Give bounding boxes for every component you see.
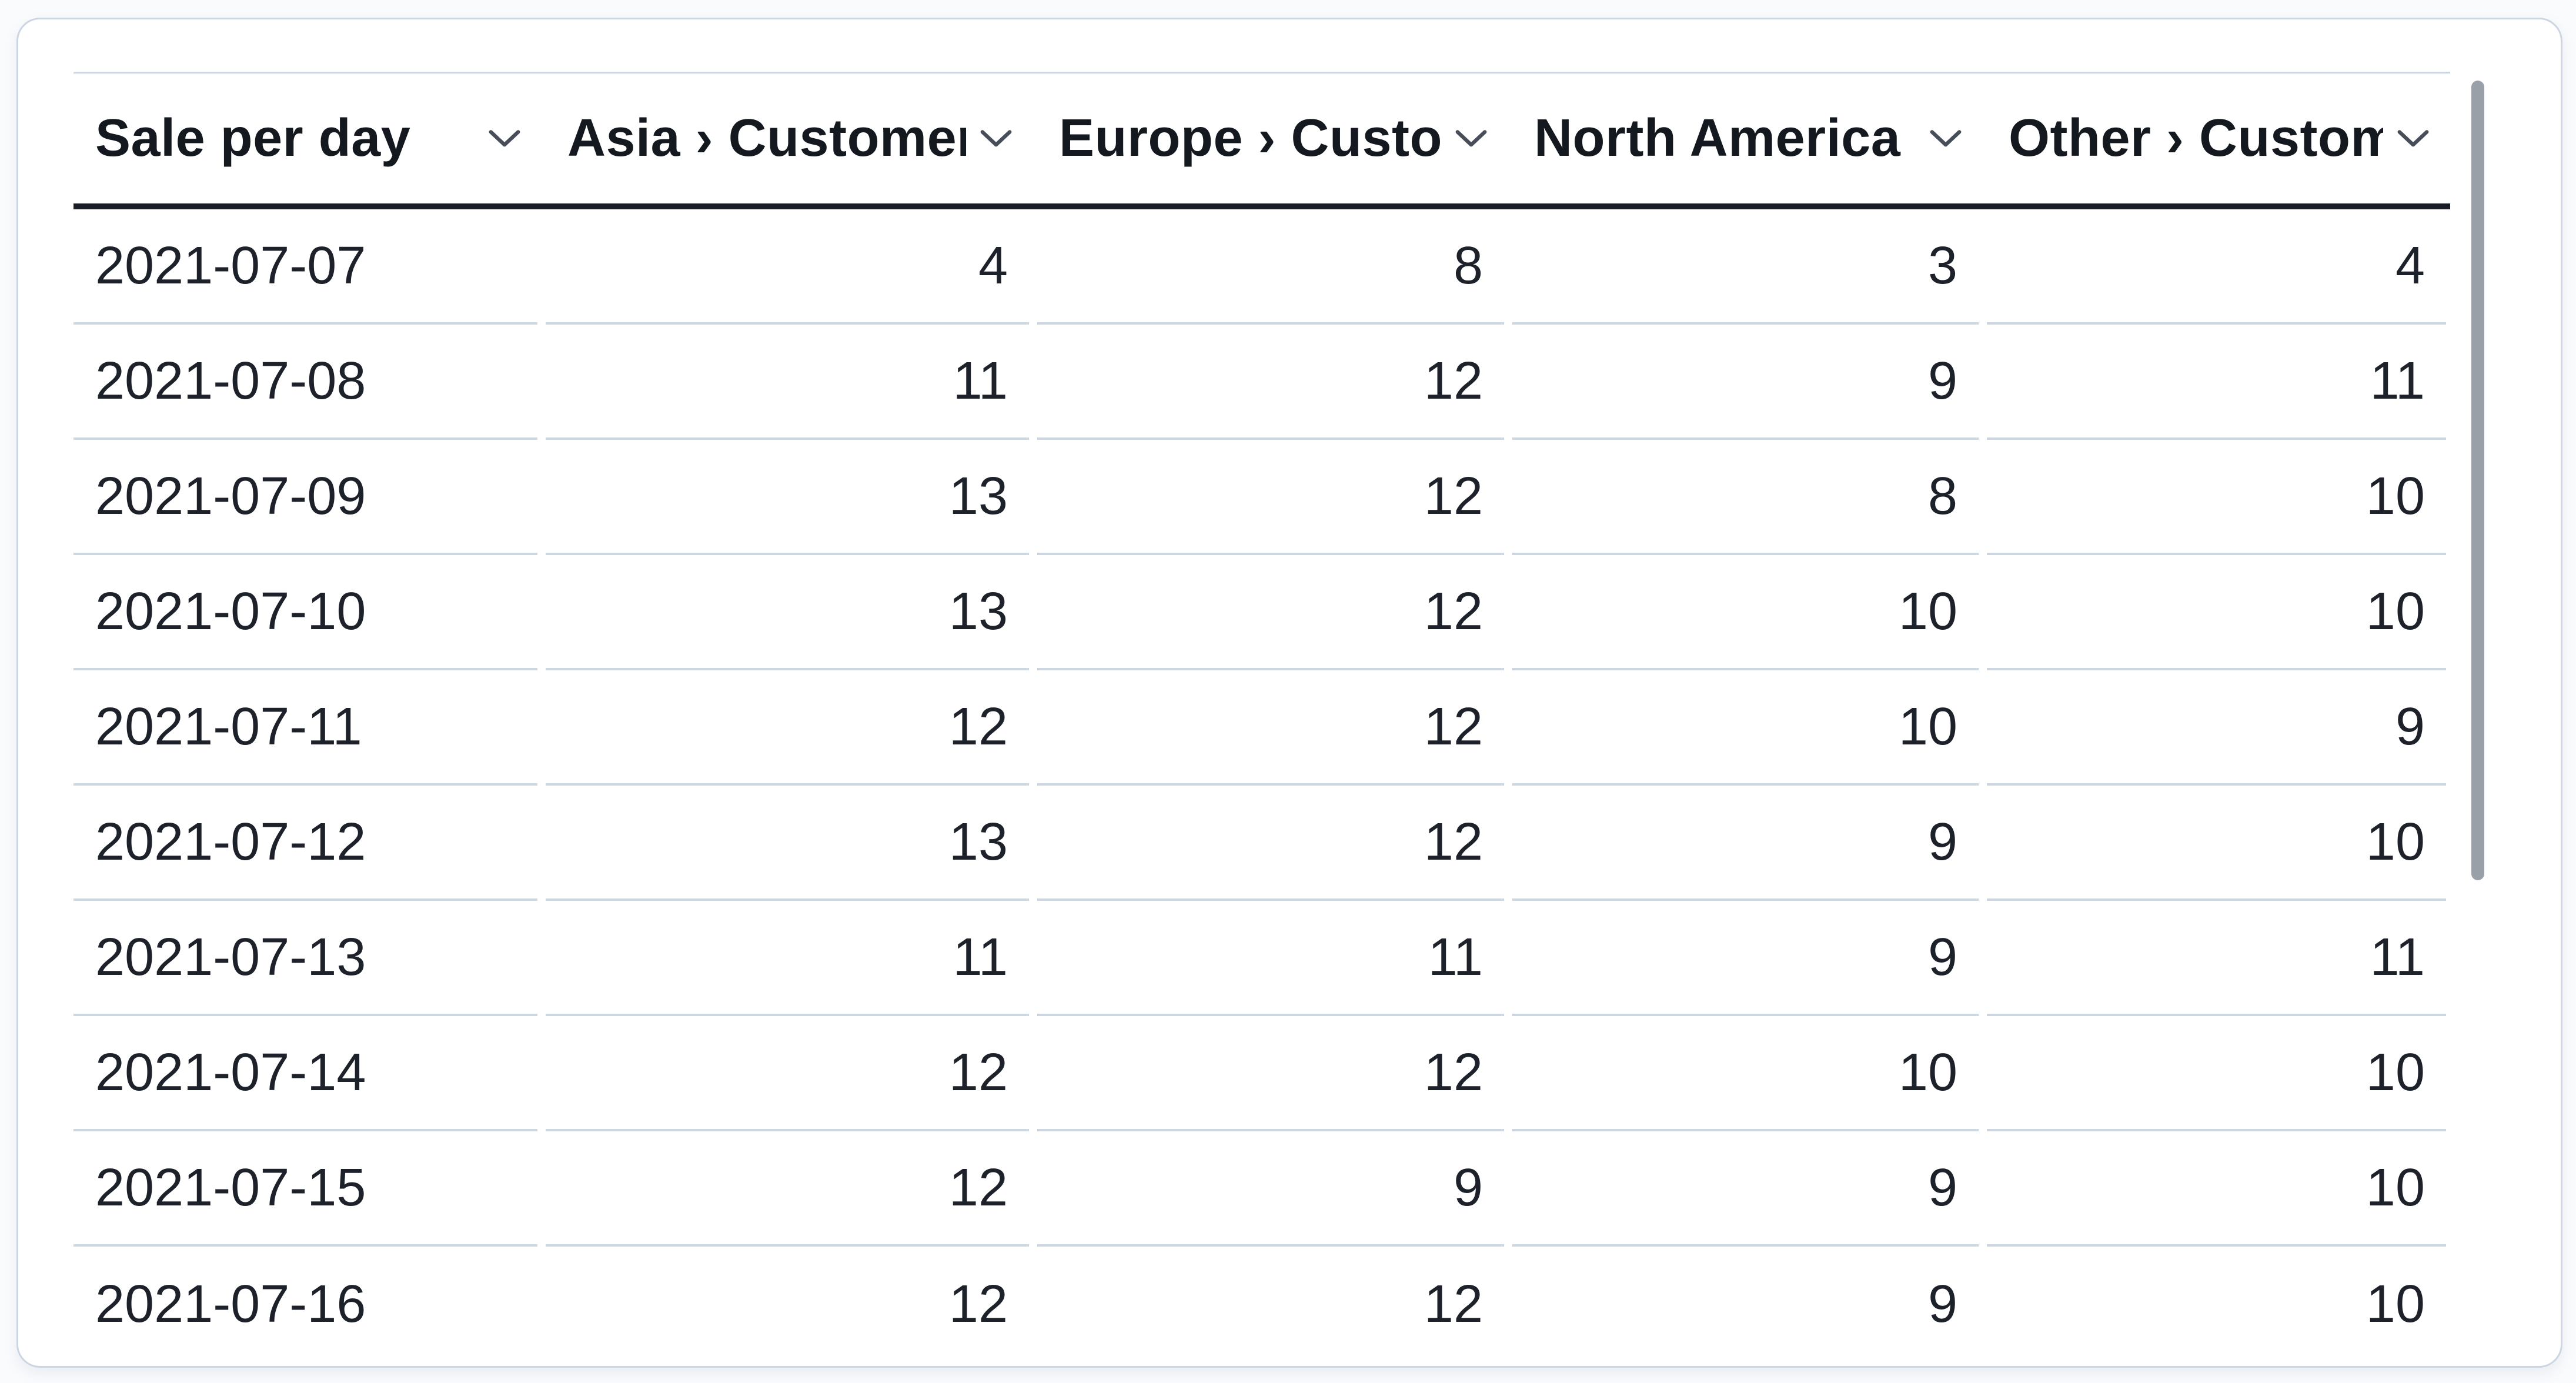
value-cell[interactable]: 12 — [546, 1131, 1029, 1247]
column-header-label: Europe › Customers — [1059, 109, 1441, 168]
value-cell[interactable]: 10 — [1987, 1131, 2446, 1247]
date-cell[interactable]: 2021-07-07 — [73, 209, 537, 325]
chevron-down-icon[interactable] — [1454, 128, 1488, 149]
value-cell[interactable]: 11 — [1987, 325, 2446, 440]
column-header-other-customers[interactable]: Other › Customers — [1987, 74, 2446, 203]
value-cell[interactable]: 13 — [546, 440, 1029, 555]
table-row: 2021-07-09 13 12 8 10 — [73, 440, 2450, 555]
value-cell[interactable]: 13 — [546, 555, 1029, 670]
value-cell[interactable]: 9 — [1512, 786, 1979, 901]
value-cell[interactable]: 12 — [1037, 325, 1504, 440]
date-cell[interactable]: 2021-07-11 — [73, 670, 537, 786]
value-cell[interactable]: 12 — [948, 1274, 1008, 1334]
column-header-label: Asia › Customers — [567, 109, 966, 168]
value-cell[interactable]: 11 — [1987, 901, 2446, 1016]
value-cell[interactable]: 11 — [1037, 901, 1504, 1016]
value-cell[interactable]: 9 — [1987, 670, 2446, 786]
value-cell[interactable]: 10 — [1987, 555, 2446, 670]
table-body: 2021-07-07 4 8 3 4 2021-07-08 11 12 9 11 2021-07-0… — [73, 209, 2450, 1362]
column-header-north-america-customers[interactable]: North America › Customers — [1512, 74, 1979, 203]
value-cell[interactable]: 11 — [546, 901, 1029, 1016]
value-cell[interactable]: 9 — [1927, 1274, 1957, 1334]
sale-per-day-table-card: Sale per day Asia › Customers Europe › Cus… — [16, 18, 2562, 1368]
date-cell[interactable]: 2021-07-09 — [73, 440, 537, 555]
value-cell[interactable]: 13 — [546, 786, 1029, 901]
value-cell[interactable]: 10 — [1987, 440, 2446, 555]
table-row: 2021-07-07 4 8 3 4 — [73, 209, 2450, 325]
table-row: 2021-07-10 13 12 10 10 — [73, 555, 2450, 670]
date-cell[interactable]: 2021-07-12 — [73, 786, 537, 901]
column-header-label: North America › Customers — [1534, 109, 1916, 168]
date-cell[interactable]: 2021-07-14 — [73, 1016, 537, 1131]
value-cell[interactable]: 12 — [1037, 1016, 1504, 1131]
value-cell[interactable]: 9 — [1512, 901, 1979, 1016]
value-cell[interactable]: 8 — [1037, 209, 1504, 325]
table-row: 2021-07-13 11 11 9 11 — [73, 901, 2450, 1016]
value-cell[interactable]: 12 — [546, 670, 1029, 786]
chevron-down-icon[interactable] — [979, 128, 1013, 149]
date-cell[interactable]: 2021-07-16 — [95, 1274, 366, 1334]
value-cell[interactable]: 12 — [1037, 440, 1504, 555]
value-cell[interactable]: 9 — [1512, 1131, 1979, 1247]
chevron-down-icon[interactable] — [1929, 128, 1963, 149]
chevron-down-icon[interactable] — [2396, 128, 2430, 149]
date-cell[interactable]: 2021-07-10 — [73, 555, 537, 670]
date-cell[interactable]: 2021-07-08 — [73, 325, 537, 440]
value-cell[interactable]: 10 — [1987, 1016, 2446, 1131]
value-cell[interactable]: 4 — [1987, 209, 2446, 325]
date-cell[interactable]: 2021-07-13 — [73, 901, 537, 1016]
value-cell[interactable]: 11 — [546, 325, 1029, 440]
date-cell[interactable]: 2021-07-15 — [73, 1131, 537, 1247]
column-header-label: Sale per day — [95, 109, 411, 168]
table-row: 2021-07-14 12 12 10 10 — [73, 1016, 2450, 1131]
table-row: 2021-07-15 12 9 9 10 — [73, 1131, 2450, 1247]
value-cell[interactable]: 12 — [546, 1016, 1029, 1131]
table-row: 2021-07-12 13 12 9 10 — [73, 786, 2450, 901]
value-cell[interactable]: 8 — [1512, 440, 1979, 555]
value-cell[interactable]: 12 — [1037, 555, 1504, 670]
value-cell[interactable]: 10 — [1512, 555, 1979, 670]
value-cell[interactable]: 10 — [1512, 1016, 1979, 1131]
column-header-europe-customers[interactable]: Europe › Customers — [1037, 74, 1504, 203]
column-header-asia-customers[interactable]: Asia › Customers — [546, 74, 1029, 203]
value-cell[interactable]: 3 — [1512, 209, 1979, 325]
vertical-scrollbar-thumb[interactable] — [2471, 81, 2484, 880]
column-header-label: Other › Customers — [2009, 109, 2383, 168]
table-row: 2021-07-11 12 12 10 9 — [73, 670, 2450, 786]
value-cell[interactable]: 4 — [546, 209, 1029, 325]
sales-table: Sale per day Asia › Customers Europe › Cus… — [73, 72, 2450, 1362]
table-row: 2021-07-16 12 12 9 10 — [73, 1247, 2450, 1362]
value-cell[interactable]: 9 — [1037, 1131, 1504, 1247]
value-cell[interactable]: 10 — [2365, 1274, 2425, 1334]
value-cell[interactable]: 10 — [1987, 786, 2446, 901]
chevron-down-icon[interactable] — [487, 128, 522, 149]
value-cell[interactable]: 12 — [1037, 786, 1504, 901]
value-cell[interactable]: 12 — [1424, 1274, 1483, 1334]
value-cell[interactable]: 9 — [1512, 325, 1979, 440]
table-header-row: Sale per day Asia › Customers Europe › Cus… — [73, 72, 2450, 209]
column-header-sale-per-day[interactable]: Sale per day — [73, 74, 537, 203]
value-cell[interactable]: 12 — [1037, 670, 1504, 786]
table-row: 2021-07-08 11 12 9 11 — [73, 325, 2450, 440]
value-cell[interactable]: 10 — [1512, 670, 1979, 786]
